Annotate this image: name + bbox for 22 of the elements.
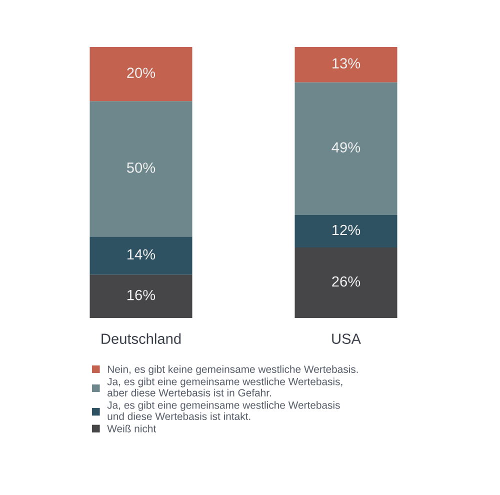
- data-label: 13%: [332, 58, 360, 69]
- bar: [90, 46, 192, 102]
- bar: [294, 82, 398, 216]
- bar: [90, 101, 192, 237]
- x-tick-label: USA: [332, 334, 361, 344]
- data-label: 16%: [128, 290, 156, 300]
- data-label: 50%: [126, 162, 156, 173]
- legend-label: Nein, es gibt keine gemeinsame westliche Wertebasis.: [108, 365, 358, 376]
- data-label: 12%: [332, 224, 360, 236]
- x-tick-label: Deutschland: [102, 333, 181, 344]
- legend-label: Ja, es gibt eine gemeinsame westliche Wertebasis und diese Wertebasis ist intakt.: [107, 401, 340, 420]
- bar: [294, 215, 398, 248]
- bar: [294, 46, 398, 82]
- bar: [90, 274, 192, 318]
- bar: [294, 248, 398, 318]
- data-label: 49%: [332, 142, 360, 153]
- legend-label: Ja, es gibt eine gemeinsame westliche Wertebasis, aber diese Wertebasis ist in Gefahr.: [107, 378, 342, 396]
- bar: [90, 236, 192, 275]
- data-label: 14%: [128, 249, 156, 260]
- data-label: 26%: [332, 276, 360, 287]
- legend-label: Weiß nicht: [107, 424, 156, 432]
- data-label: 20%: [127, 68, 156, 78]
